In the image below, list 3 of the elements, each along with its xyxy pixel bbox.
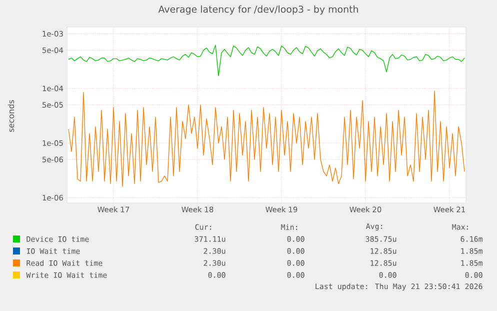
line-series: [68, 90, 465, 187]
chart-title: Average latency for /dev/loop3 - by month: [158, 5, 358, 15]
line-series: [68, 44, 465, 76]
